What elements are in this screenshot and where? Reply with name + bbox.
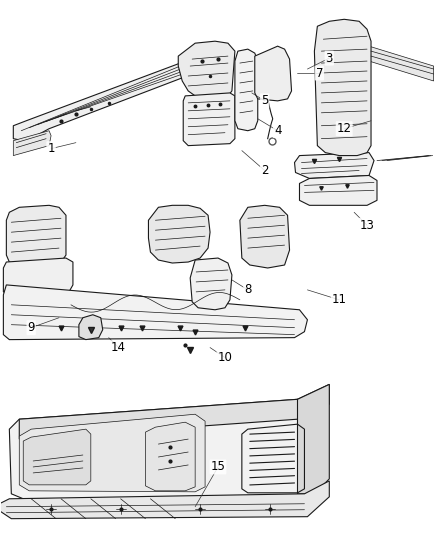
Text: 7: 7 (316, 67, 323, 79)
Text: 3: 3 (325, 52, 333, 64)
Polygon shape (300, 175, 377, 205)
Polygon shape (0, 481, 329, 519)
Polygon shape (79, 315, 103, 340)
Polygon shape (19, 384, 329, 439)
Text: 4: 4 (274, 124, 281, 137)
Polygon shape (145, 422, 195, 491)
Text: 11: 11 (332, 293, 347, 306)
Text: 8: 8 (244, 284, 251, 296)
Polygon shape (13, 53, 218, 141)
Polygon shape (13, 131, 51, 156)
Polygon shape (23, 429, 91, 485)
Polygon shape (294, 152, 374, 179)
Polygon shape (4, 258, 73, 295)
Text: 12: 12 (337, 122, 352, 135)
Polygon shape (19, 414, 205, 492)
Text: 2: 2 (261, 164, 268, 177)
Text: 15: 15 (211, 461, 226, 473)
Text: 5: 5 (261, 94, 268, 107)
Polygon shape (7, 205, 66, 265)
Polygon shape (190, 258, 232, 310)
Text: 13: 13 (360, 219, 374, 232)
Polygon shape (255, 46, 292, 101)
Polygon shape (314, 19, 371, 156)
Text: 14: 14 (111, 341, 126, 354)
Polygon shape (297, 384, 329, 494)
Polygon shape (148, 205, 210, 263)
Text: 10: 10 (218, 351, 233, 364)
Text: 9: 9 (28, 321, 35, 334)
Polygon shape (369, 46, 434, 81)
Polygon shape (4, 285, 307, 340)
Text: 1: 1 (47, 142, 55, 155)
Polygon shape (9, 399, 314, 499)
Polygon shape (178, 41, 235, 98)
Polygon shape (235, 49, 258, 131)
Polygon shape (240, 205, 290, 268)
Polygon shape (183, 93, 235, 146)
